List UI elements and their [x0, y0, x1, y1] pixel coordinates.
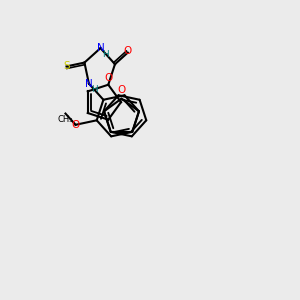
Text: O: O [71, 120, 80, 130]
Text: N: N [85, 79, 93, 89]
Text: O: O [124, 46, 132, 56]
Text: O: O [117, 85, 126, 95]
Text: S: S [63, 61, 70, 71]
Text: H: H [91, 85, 98, 94]
Text: N: N [97, 43, 104, 53]
Text: O: O [104, 73, 112, 83]
Text: H: H [103, 50, 109, 58]
Text: CH₃: CH₃ [58, 115, 73, 124]
